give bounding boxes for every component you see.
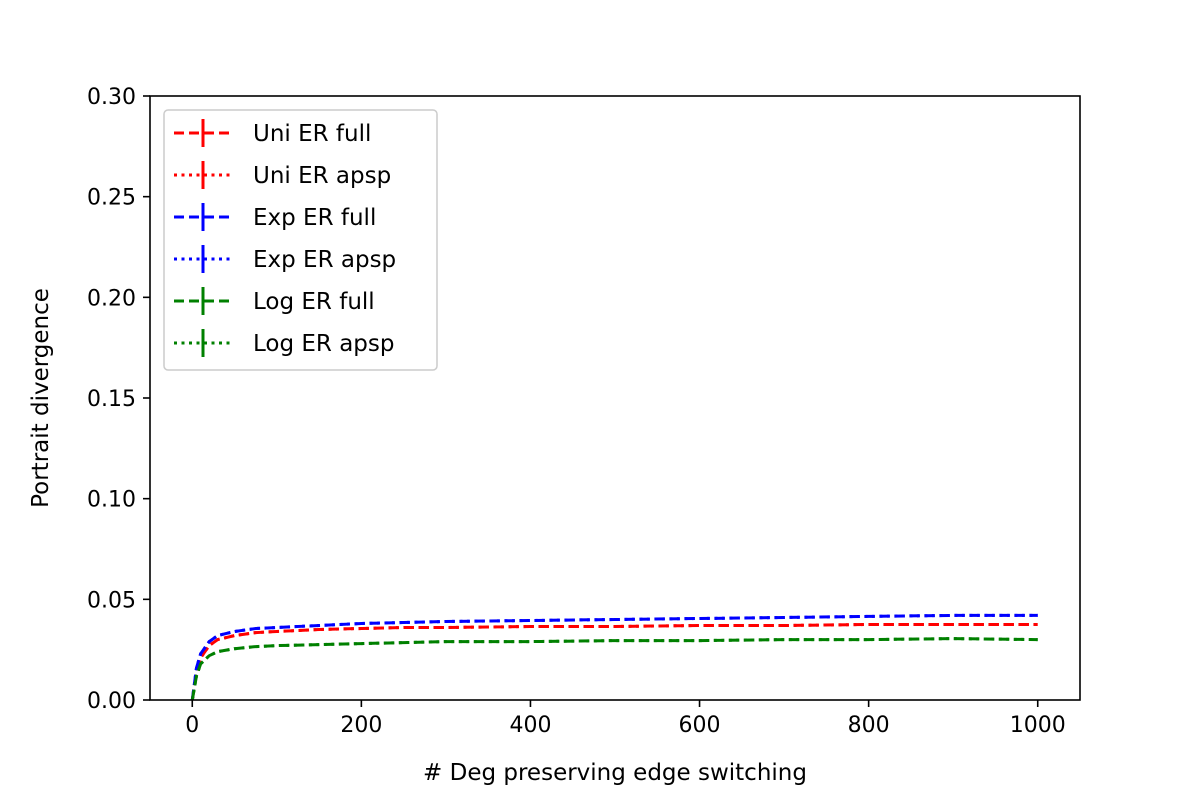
legend-label-1: Uni ER full bbox=[253, 121, 371, 147]
x-axis-ticks: 0 200 400 600 800 1000 bbox=[185, 700, 1066, 738]
series-line-2 bbox=[190, 623, 1038, 701]
y-tick-label: 0.15 bbox=[87, 387, 136, 412]
y-axis-ticks: 0.00 0.05 0.10 0.15 0.20 0.25 0.30 bbox=[87, 85, 150, 714]
y-tick-label: 0.25 bbox=[87, 186, 136, 211]
y-tick-label: 0.20 bbox=[87, 286, 136, 311]
legend-label-3: Exp ER full bbox=[253, 205, 376, 231]
legend-label-5: Log ER full bbox=[253, 289, 375, 315]
y-axis-label: Portrait divergence bbox=[28, 288, 54, 508]
x-axis-label: # Deg preserving edge switching bbox=[423, 760, 807, 786]
x-tick-label: 0 bbox=[185, 713, 199, 738]
x-tick-label: 400 bbox=[509, 713, 551, 738]
series-line-4 bbox=[190, 613, 1038, 701]
x-tick-label: 800 bbox=[848, 713, 890, 738]
x-tick-label: 200 bbox=[340, 713, 382, 738]
x-tick-label: 600 bbox=[679, 713, 721, 738]
y-tick-label: 0.30 bbox=[87, 85, 136, 110]
legend-box bbox=[163, 109, 438, 371]
legend: Uni ER full Uni ER apsp Exp ER full Exp ER … bbox=[163, 109, 438, 371]
y-tick-label: 0.05 bbox=[87, 588, 136, 613]
y-tick-label: 0.10 bbox=[87, 488, 136, 513]
series-layer bbox=[190, 613, 1038, 701]
legend-label-6: Log ER apsp bbox=[253, 331, 395, 357]
legend-label-4: Exp ER apsp bbox=[253, 247, 396, 273]
series-line-6 bbox=[190, 637, 1038, 701]
x-tick-label: 1000 bbox=[1010, 713, 1066, 738]
y-tick-label: 0.00 bbox=[87, 689, 136, 714]
legend-label-2: Uni ER apsp bbox=[253, 163, 391, 189]
